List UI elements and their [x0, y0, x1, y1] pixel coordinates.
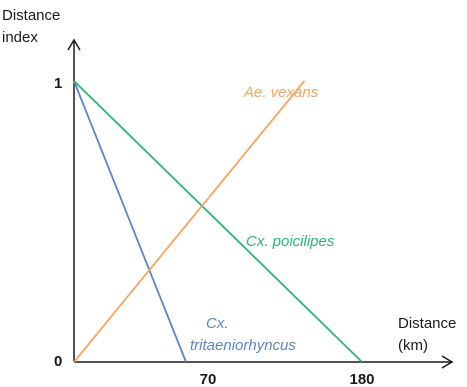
series-line-ae-vexans [74, 81, 304, 362]
y-tick-label-1: 1 [54, 75, 62, 92]
series-line-cx-tritaeniorhyncus [74, 81, 186, 362]
series-label-cx-tritaeniorhyncus-line-1: Cx. [206, 315, 229, 332]
y-axis-label-line-1: Distance [2, 7, 60, 24]
origin-tick-label: 0 [54, 353, 62, 370]
x-tick-label-180: 180 [349, 371, 374, 387]
x-axis-label-line-1: Distance [398, 315, 456, 332]
series-label-cx-tritaeniorhyncus-line-2: tritaeniorhyncus [190, 337, 296, 354]
series-label-ae-vexans: Ae. vexans [243, 84, 319, 101]
x-axis-label-line-2: (km) [398, 337, 428, 354]
series-label-cx-poicilipes: Cx. poicilipes [246, 233, 335, 250]
y-axis-label-line-2: index [2, 29, 38, 46]
x-tick-label-70: 70 [200, 371, 217, 387]
